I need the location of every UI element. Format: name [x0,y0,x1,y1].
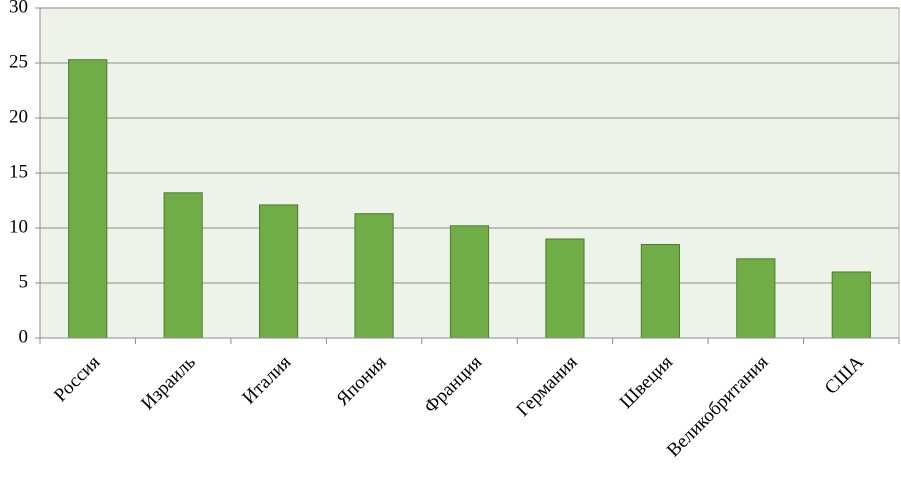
bar [545,238,585,339]
x-tick-label: Япония [332,352,390,410]
x-tick-label: Израиль [137,352,200,415]
y-tick-label: 30 [9,0,28,17]
x-tick-label: Италия [238,352,295,409]
y-tick-label: 0 [19,326,29,347]
y-tick-label: 25 [9,51,28,72]
bar [259,204,299,339]
bar [163,192,203,339]
x-tick-label: Великобритания [663,352,773,462]
y-tick-label: 20 [9,106,28,127]
bar [640,244,680,339]
x-tick-label: Россия [50,352,105,407]
bar [354,213,394,339]
x-tick-label: Германия [513,352,582,421]
x-tick-label: Франция [420,352,486,418]
x-tick-label: Швеция [616,352,677,413]
x-tick-label: США [821,352,868,399]
bar [449,225,490,339]
bar [68,59,108,339]
y-tick-label: 10 [9,216,28,237]
bar [831,271,871,339]
bar [736,258,776,339]
y-tick-label: 15 [9,161,28,182]
y-tick-label: 5 [19,271,29,292]
